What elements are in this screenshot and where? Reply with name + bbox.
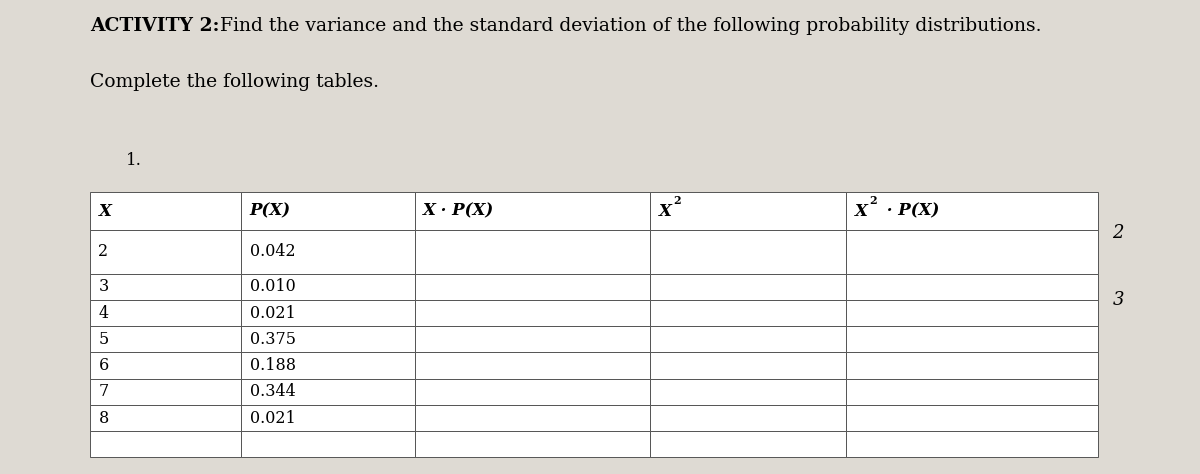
Text: Find the variance and the standard deviation of the following probability distri: Find the variance and the standard devia… [208,17,1042,35]
Text: 2: 2 [869,195,876,206]
Text: 0.344: 0.344 [250,383,295,401]
Text: X: X [98,202,112,219]
Text: 2: 2 [673,195,680,206]
Text: ACTIVITY 2:: ACTIVITY 2: [90,17,220,35]
Text: X: X [659,202,671,219]
Text: · P(X): · P(X) [881,202,940,219]
Text: 0.021: 0.021 [250,305,295,322]
Text: 2: 2 [1112,224,1124,242]
Text: 6: 6 [98,357,109,374]
Text: X · P(X): X · P(X) [424,202,494,219]
Text: 5: 5 [98,331,109,348]
Text: 7: 7 [98,383,109,401]
Text: 8: 8 [98,410,109,427]
Text: P(X): P(X) [250,202,290,219]
Text: 0.021: 0.021 [250,410,295,427]
Text: 0.042: 0.042 [250,244,295,260]
Text: X: X [854,202,868,219]
Text: 2: 2 [98,244,108,260]
Text: 0.188: 0.188 [250,357,295,374]
Text: 3: 3 [1112,291,1124,309]
Text: 4: 4 [98,305,108,322]
Text: 0.375: 0.375 [250,331,295,348]
Text: 1.: 1. [126,152,142,169]
Text: 3: 3 [98,278,109,295]
Text: Complete the following tables.: Complete the following tables. [90,73,379,91]
Text: 0.010: 0.010 [250,278,295,295]
